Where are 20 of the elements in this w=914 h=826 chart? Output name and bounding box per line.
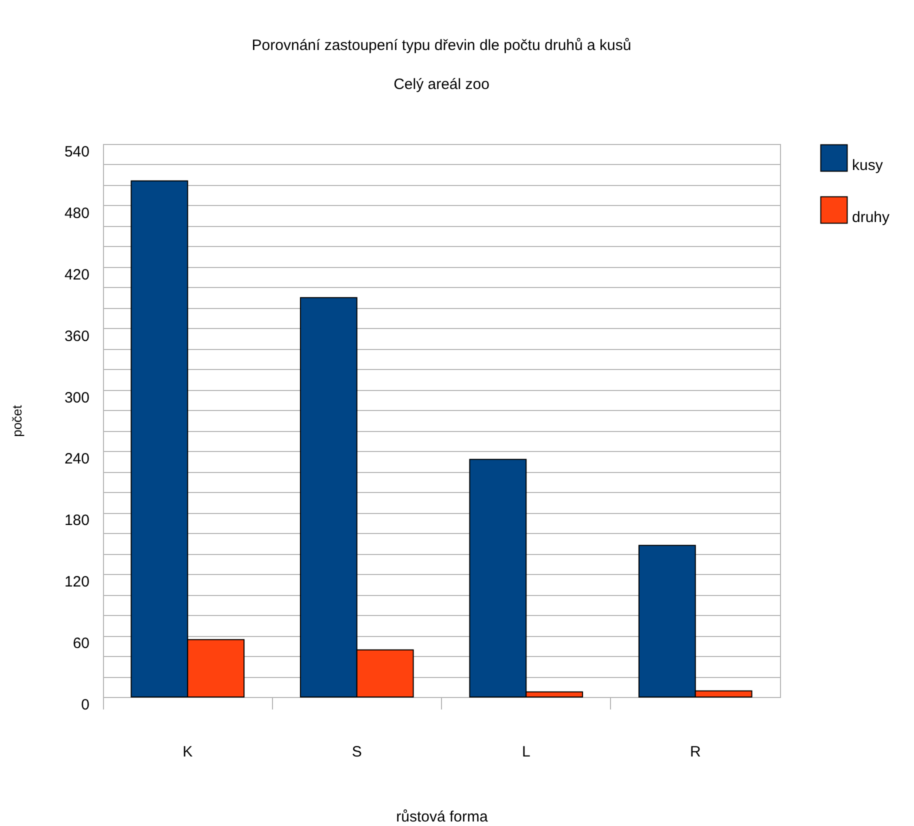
y-axis-title: počet [9,404,24,437]
x-tick-label: L [522,744,530,760]
x-tick-label: S [352,744,362,760]
legend-label: druhy [852,209,890,226]
y-tick-label: 300 [64,389,90,406]
y-tick-label: 180 [64,512,90,530]
x-tick-label: R [690,744,701,760]
x-axis-title: růstová forma [396,808,489,826]
y-tick-label: 360 [64,328,90,345]
y-tick-label: 60 [72,635,90,652]
y-tick-label: 420 [64,266,90,284]
x-tick-label: K [182,744,193,760]
y-tick-label: 240 [64,450,90,468]
y-tick-label: 540 [64,144,90,160]
y-tick-label: 480 [64,204,90,222]
chart-subtitle: Celý areál zoo [394,76,490,93]
y-tick-label: 120 [64,574,90,591]
legend-label: kusy [852,157,884,174]
y-tick-label: 0 [81,696,90,714]
chart-title: Porovnání zastoupení typu dřevin dle počtu druhů a kusů [252,37,632,54]
